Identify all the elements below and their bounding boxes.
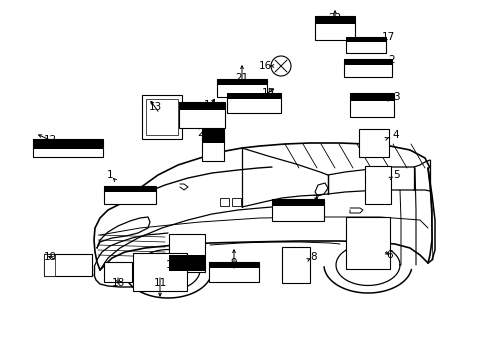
Text: 19: 19 — [43, 252, 57, 262]
FancyBboxPatch shape — [179, 102, 224, 128]
Text: 6: 6 — [386, 250, 392, 260]
Text: 5: 5 — [392, 170, 399, 180]
FancyBboxPatch shape — [282, 247, 309, 283]
Text: 8: 8 — [310, 252, 317, 262]
FancyBboxPatch shape — [142, 95, 182, 139]
Text: 16: 16 — [258, 61, 271, 71]
FancyBboxPatch shape — [343, 59, 391, 77]
FancyBboxPatch shape — [104, 186, 156, 204]
FancyBboxPatch shape — [104, 262, 132, 282]
FancyBboxPatch shape — [208, 262, 259, 282]
Text: 2: 2 — [388, 55, 394, 65]
FancyBboxPatch shape — [44, 254, 92, 276]
Text: 17: 17 — [381, 32, 394, 42]
FancyBboxPatch shape — [217, 79, 266, 97]
Text: 21: 21 — [235, 73, 248, 83]
FancyBboxPatch shape — [343, 59, 391, 65]
FancyBboxPatch shape — [33, 139, 103, 149]
FancyBboxPatch shape — [346, 217, 389, 269]
FancyBboxPatch shape — [271, 199, 324, 206]
FancyBboxPatch shape — [314, 16, 354, 24]
Text: 4: 4 — [392, 130, 399, 140]
FancyBboxPatch shape — [179, 102, 224, 110]
Text: 18: 18 — [111, 278, 124, 288]
FancyBboxPatch shape — [217, 79, 266, 85]
FancyBboxPatch shape — [169, 234, 204, 272]
Text: 14: 14 — [203, 100, 216, 110]
FancyBboxPatch shape — [314, 16, 354, 40]
Text: 3: 3 — [392, 92, 399, 102]
FancyBboxPatch shape — [133, 253, 186, 291]
FancyBboxPatch shape — [220, 198, 228, 206]
Text: 7: 7 — [310, 195, 317, 205]
Text: 10: 10 — [165, 260, 178, 270]
FancyBboxPatch shape — [202, 129, 224, 143]
FancyBboxPatch shape — [364, 166, 390, 204]
Text: 9: 9 — [230, 258, 237, 268]
FancyBboxPatch shape — [346, 37, 385, 53]
FancyBboxPatch shape — [208, 262, 259, 269]
FancyBboxPatch shape — [169, 255, 204, 271]
FancyBboxPatch shape — [349, 93, 393, 117]
Text: 1: 1 — [106, 170, 113, 180]
FancyBboxPatch shape — [231, 198, 241, 206]
FancyBboxPatch shape — [202, 129, 224, 161]
FancyBboxPatch shape — [226, 93, 281, 99]
FancyBboxPatch shape — [358, 129, 388, 157]
FancyBboxPatch shape — [226, 93, 281, 113]
Text: 13: 13 — [148, 102, 162, 112]
FancyBboxPatch shape — [349, 93, 393, 102]
FancyBboxPatch shape — [33, 139, 103, 157]
Text: 11: 11 — [153, 278, 166, 288]
FancyBboxPatch shape — [44, 254, 55, 276]
FancyBboxPatch shape — [271, 199, 324, 221]
Text: 22: 22 — [328, 13, 341, 23]
Text: 15: 15 — [261, 88, 274, 98]
Text: 20: 20 — [197, 128, 210, 138]
FancyBboxPatch shape — [104, 186, 156, 192]
FancyBboxPatch shape — [346, 37, 385, 42]
Text: 12: 12 — [43, 135, 57, 145]
